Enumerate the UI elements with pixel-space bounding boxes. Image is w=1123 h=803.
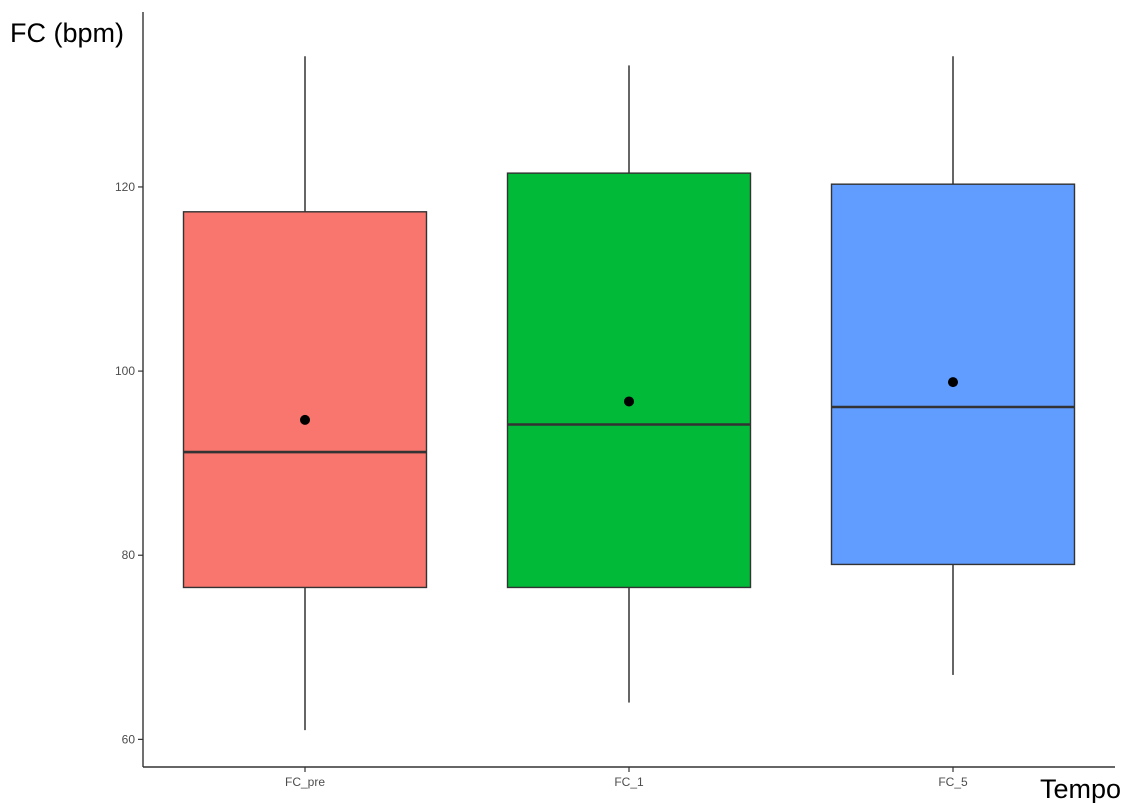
y-tick-label: 60 xyxy=(122,732,136,746)
box-FC_pre xyxy=(182,211,428,589)
x-tick-label: FC_1 xyxy=(614,775,644,789)
box-FC_5 xyxy=(830,183,1076,566)
x-tick-label: FC_pre xyxy=(285,775,325,789)
x-axis-title: Tempo xyxy=(1040,774,1121,803)
box-FC_1 xyxy=(506,172,752,589)
y-tick-label: 120 xyxy=(115,180,135,194)
mean-point xyxy=(624,396,634,407)
mean-point xyxy=(948,377,958,388)
x-tick-label: FC_5 xyxy=(938,775,968,789)
y-tick-label: 80 xyxy=(122,548,136,562)
y-axis-title: FC (bpm) xyxy=(10,18,124,48)
mean-point xyxy=(300,414,310,425)
y-tick-label: 100 xyxy=(115,364,135,378)
plot-area: 60 80 100 120 FC_pre FC_1 FC_5 xyxy=(115,12,1115,789)
